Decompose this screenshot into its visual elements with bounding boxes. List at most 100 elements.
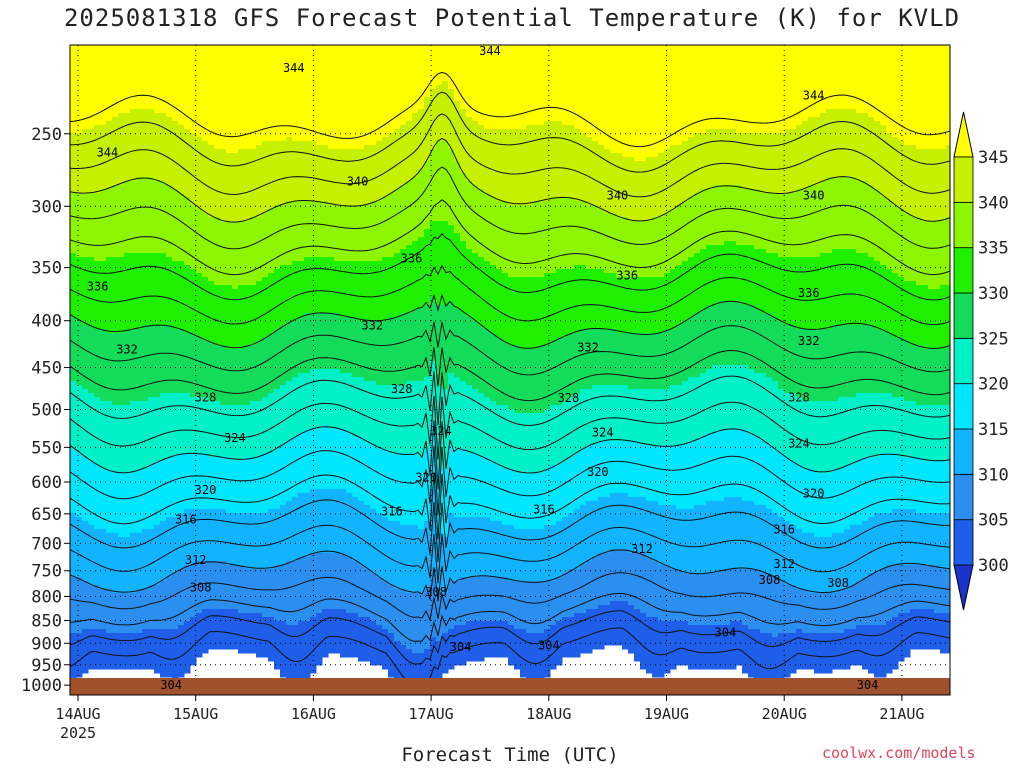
colorbar-top-arrow (953, 111, 974, 158)
fill-cell (490, 265, 497, 334)
fill-cell (550, 465, 557, 526)
fill-cell (598, 497, 605, 554)
fill-cell (832, 593, 839, 634)
fill-cell (508, 581, 515, 626)
fill-cell (778, 633, 785, 686)
fill-cell (508, 625, 515, 666)
fill-cell (544, 201, 551, 274)
fill-cell (496, 405, 503, 466)
fill-cell (820, 537, 827, 594)
fill-cell (850, 397, 857, 466)
fill-cell (892, 509, 899, 566)
fill-cell (304, 373, 311, 430)
fill-cell (130, 253, 137, 330)
fill-cell (442, 633, 449, 674)
fill-cell (868, 325, 875, 394)
fill-cell (82, 45, 89, 130)
fill-cell (712, 185, 719, 246)
fill-cell (430, 297, 437, 362)
fill-cell (442, 221, 449, 306)
fill-cell (250, 457, 257, 514)
fill-cell (166, 393, 173, 458)
fill-cell (406, 121, 413, 182)
fill-cell (694, 133, 701, 194)
fill-cell (670, 569, 677, 622)
fill-cell (388, 453, 395, 522)
fill-cell (394, 189, 401, 254)
fill-cell (742, 189, 749, 246)
fill-cell (118, 185, 125, 258)
fill-cell (880, 45, 887, 126)
fill-cell (466, 117, 473, 182)
fill-cell (916, 405, 923, 458)
fill-cell (886, 565, 893, 622)
fill-cell (826, 401, 833, 474)
ground-band (70, 678, 950, 695)
fill-cell (814, 593, 821, 634)
fill-cell (412, 593, 419, 654)
y-tick-label: 1000 (21, 676, 62, 696)
fill-cell (184, 129, 191, 198)
fill-cell (934, 289, 941, 350)
fill-cell (592, 205, 599, 270)
fill-cell (652, 217, 659, 278)
fill-cell (370, 145, 377, 202)
fill-cell (298, 433, 305, 494)
fill-cell (484, 193, 491, 262)
fill-cell (526, 473, 533, 530)
fill-cell (820, 401, 827, 474)
fill-cell (436, 141, 443, 222)
fill-cell (352, 261, 359, 318)
fill-cell (430, 89, 437, 150)
fill-cell (208, 45, 215, 146)
fill-cell (814, 473, 821, 538)
fill-cell (238, 613, 245, 654)
fill-cell (112, 333, 119, 406)
fill-cell (634, 497, 641, 554)
fill-cell (286, 201, 293, 266)
fill-cell (400, 385, 407, 454)
source-credit[interactable]: coolwx.com/models (822, 744, 976, 762)
x-axis-title: Forecast Time (UTC) (401, 744, 619, 766)
fill-cell (136, 401, 143, 470)
fill-cell (670, 385, 677, 446)
fill-cell (508, 345, 515, 410)
fill-cell (562, 517, 569, 574)
fill-cell (592, 45, 599, 142)
fill-cell (166, 45, 173, 118)
fill-cell (496, 465, 503, 522)
fill-cell (142, 45, 149, 110)
fill-cell (136, 45, 143, 110)
fill-cell (538, 633, 545, 682)
fill-cell (832, 109, 839, 178)
contour-line-326 (70, 347, 950, 402)
fill-cell (418, 109, 425, 170)
fill-cell (844, 397, 851, 466)
fill-cell (502, 577, 509, 622)
fill-cell (898, 209, 905, 278)
fill-cell (154, 397, 161, 462)
fill-cell (676, 569, 683, 622)
fill-cell (136, 177, 143, 254)
fill-cell (454, 45, 461, 102)
fill-cell (622, 441, 629, 494)
fill-cell (772, 45, 779, 134)
fill-cell (346, 557, 353, 614)
fill-cell (808, 329, 815, 402)
fill-cell (76, 257, 83, 322)
fill-cell (172, 573, 179, 630)
fill-cell (550, 625, 557, 670)
fill-cell (562, 45, 569, 126)
fill-cell (334, 609, 341, 654)
fill-cell (556, 621, 563, 666)
fill-cell (532, 413, 539, 474)
fill-cell (166, 185, 173, 258)
fill-cell (106, 633, 113, 670)
fill-cell (436, 385, 443, 466)
fill-cell (418, 381, 425, 458)
fill-cell (736, 569, 743, 622)
fill-cell (766, 313, 773, 378)
fill-cell (844, 45, 851, 110)
fill-cell (940, 221, 947, 286)
fill-cell (616, 385, 623, 442)
